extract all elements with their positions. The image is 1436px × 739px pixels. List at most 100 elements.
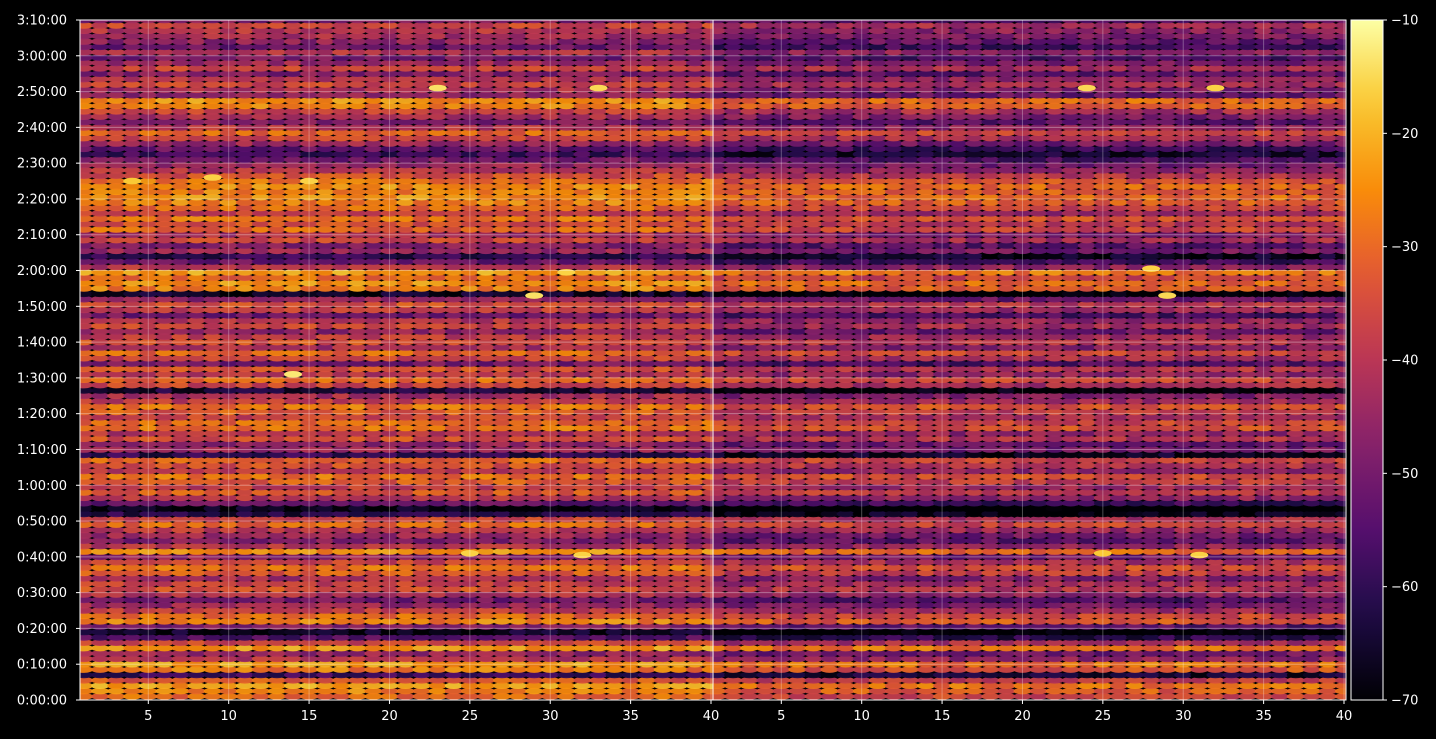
heatmap-cell [685, 226, 704, 233]
heatmap-cell [219, 140, 238, 147]
heatmap-cell [685, 91, 704, 99]
heatmap-cell [653, 156, 672, 163]
heatmap-cell [155, 75, 174, 83]
heatmap-cell [300, 199, 319, 206]
heatmap-cell [637, 344, 656, 351]
heatmap-cell [669, 440, 688, 448]
heatmap-cell [476, 387, 495, 394]
heatmap-cell [219, 521, 238, 528]
heatmap-cell [557, 210, 576, 217]
heatmap-cell [509, 483, 528, 491]
heatmap-cell [541, 483, 560, 491]
heatmap-cell [187, 564, 206, 571]
heatmap-cell [107, 446, 126, 453]
heatmap-cell [91, 451, 110, 459]
heatmap-cell [203, 371, 222, 378]
heatmap-cell [589, 231, 608, 238]
heatmap-cell [509, 585, 528, 593]
heatmap-cell [428, 440, 447, 448]
heatmap-cell [493, 639, 511, 646]
heatmap-cell [139, 499, 158, 507]
heatmap-cell [171, 516, 190, 523]
heatmap-cell [444, 274, 463, 282]
heatmap-cell [267, 306, 286, 314]
heatmap-cell [396, 38, 415, 45]
heatmap-cell [589, 43, 608, 51]
heatmap-cell [155, 440, 174, 448]
heatmap-cell [621, 526, 640, 534]
heatmap-cell [80, 419, 93, 426]
heatmap-cell [187, 91, 206, 99]
heatmap-cell [235, 403, 254, 410]
heatmap-cell [107, 381, 126, 389]
heatmap-cell [155, 344, 174, 351]
heatmap-cell [412, 295, 431, 303]
heatmap-cell [219, 161, 238, 169]
heatmap-cell [267, 585, 286, 593]
heatmap-cell [428, 446, 447, 453]
heatmap-cell [107, 419, 126, 426]
heatmap-cell [396, 102, 415, 110]
heatmap-cell [685, 295, 704, 303]
heatmap-cell [605, 419, 624, 426]
heatmap-cell [80, 150, 93, 158]
heatmap-cell [203, 440, 222, 448]
heatmap-cell [251, 473, 270, 480]
heatmap-cell [171, 419, 190, 426]
heatmap-cell [444, 537, 463, 544]
heatmap-cell [316, 569, 335, 577]
heatmap-cell [525, 607, 544, 614]
heatmap-cell [251, 601, 270, 609]
heatmap-cell [300, 295, 319, 303]
heatmap-cell [653, 451, 672, 459]
heatmap-cell [509, 134, 528, 142]
heatmap-cell [267, 408, 286, 416]
heatmap-cell [444, 693, 463, 700]
heatmap-cell [493, 236, 511, 244]
heatmap-cell [460, 639, 479, 646]
heatmap-cell [284, 580, 302, 587]
heatmap-cell [235, 102, 254, 110]
heatmap-cell [428, 473, 447, 480]
heatmap-cell [573, 564, 592, 571]
heatmap-cell [476, 81, 495, 88]
heatmap-cell [412, 521, 431, 528]
heatmap-cell [219, 129, 238, 136]
heatmap-cell [621, 542, 640, 550]
heatmap-cell [557, 177, 576, 185]
heatmap-cell [525, 188, 544, 196]
heatmap-cell [573, 32, 592, 40]
heatmap-cell [493, 204, 511, 212]
heatmap-cell [653, 328, 672, 335]
heatmap-cell [91, 59, 110, 67]
heatmap-cell [476, 623, 495, 630]
heatmap-cell [444, 193, 463, 201]
heatmap-cell [380, 129, 399, 136]
heatmap-cell [300, 650, 319, 657]
heatmap-cell [685, 575, 704, 582]
heatmap-cell [267, 134, 286, 142]
heatmap-cell [493, 177, 511, 185]
heatmap-cell [235, 306, 254, 314]
heatmap-cell [702, 258, 713, 265]
heatmap-cell [235, 236, 254, 244]
heatmap-cell [525, 682, 544, 689]
heatmap-cell [123, 102, 142, 110]
heatmap-cell [589, 59, 608, 67]
heatmap-cell [348, 682, 367, 689]
heatmap-cell [702, 54, 713, 61]
heatmap-cell [80, 354, 93, 362]
heatmap-cell [460, 376, 479, 384]
heatmap-cell [412, 612, 431, 620]
heatmap-cell [80, 344, 93, 351]
heatmap-cell [396, 48, 415, 56]
heatmap-cell [80, 215, 93, 222]
heatmap-cell [380, 91, 399, 99]
heatmap-cell [91, 607, 110, 614]
heatmap-cell [509, 301, 528, 308]
heatmap-cell [80, 553, 93, 561]
heatmap-cell [702, 193, 713, 201]
heatmap-cell [589, 521, 608, 528]
heatmap-cell [187, 585, 206, 593]
heatmap-cell [412, 145, 431, 153]
